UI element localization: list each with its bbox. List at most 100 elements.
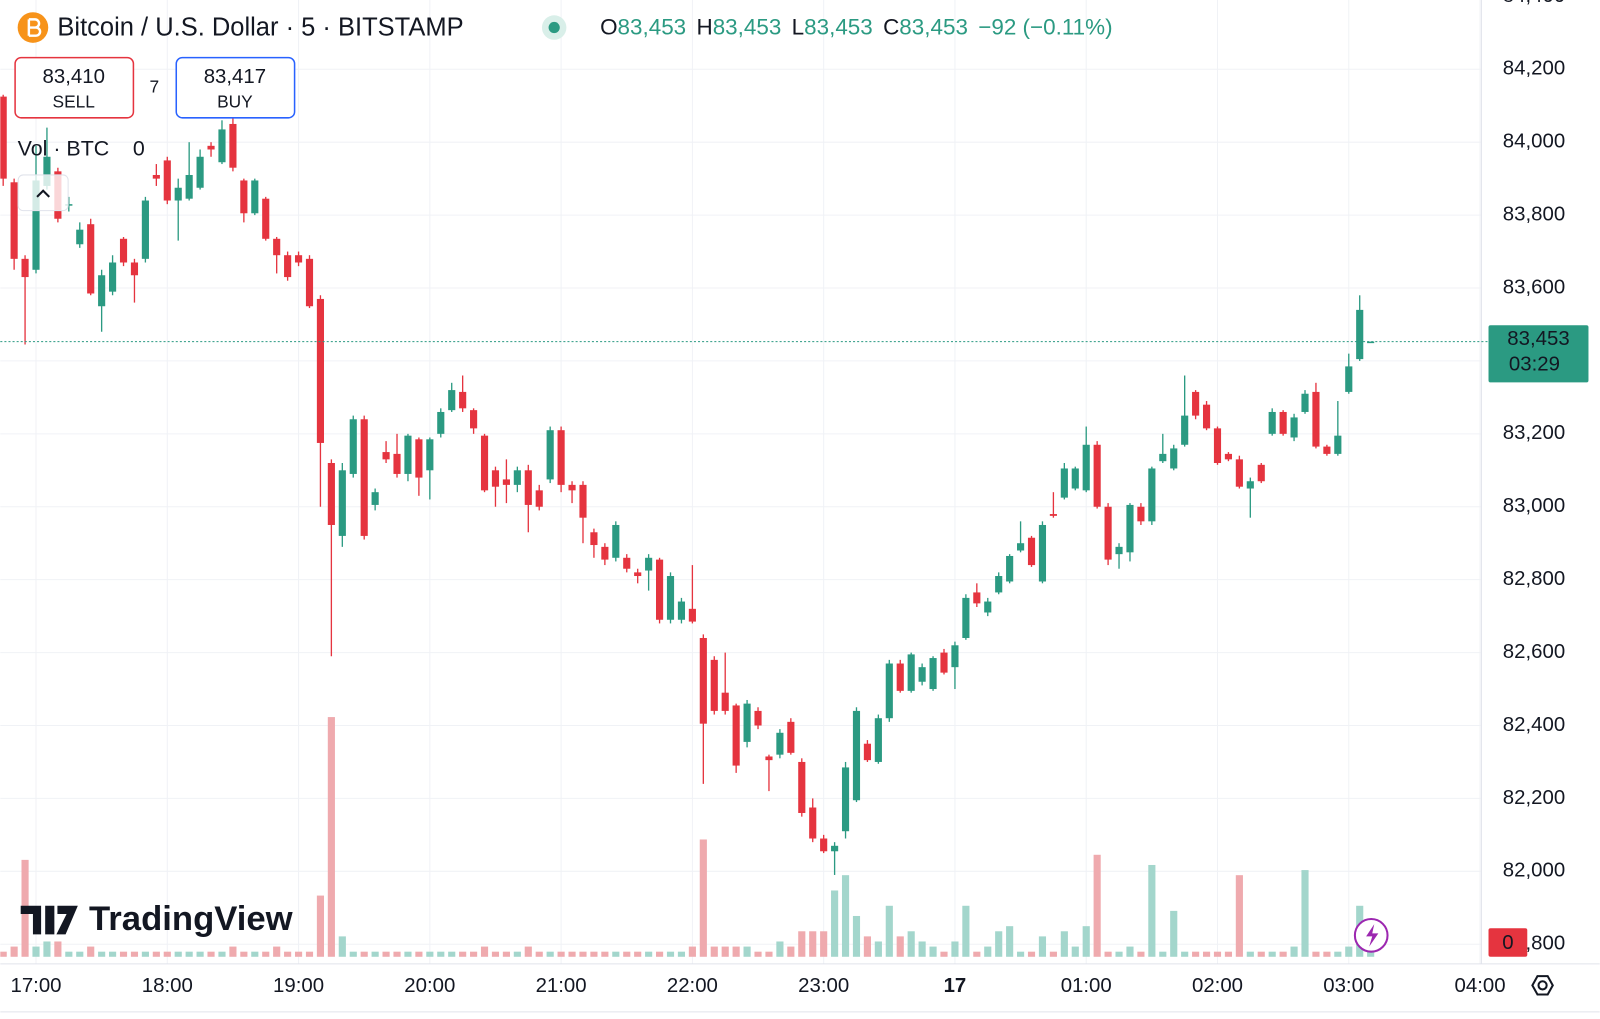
candle-body (43, 156, 51, 186)
candle-body (1027, 537, 1036, 566)
volume-bar (448, 951, 456, 957)
candle-body (1181, 415, 1189, 445)
volume-bar (557, 951, 565, 957)
volume-bar (1170, 910, 1178, 957)
candle-body (666, 576, 675, 620)
candle-body (710, 659, 718, 711)
candle-body (524, 470, 532, 505)
candle-body (787, 721, 795, 753)
candle-body (109, 262, 117, 292)
volume-bar (984, 946, 992, 957)
volume-bar (262, 951, 270, 957)
volume-bar (240, 951, 248, 957)
volume-bar (174, 951, 182, 957)
volume-bar (393, 951, 401, 957)
x-tick-label: 04:00 (1455, 975, 1506, 997)
candle-body (1104, 506, 1112, 560)
settings-gear[interactable] (1531, 975, 1554, 996)
ohlc-change: −92 (−0.11%) (978, 14, 1112, 39)
volume-bar (109, 951, 117, 957)
x-tick-label: 22:00 (667, 975, 718, 997)
y-tick-label: 82,600 (1503, 641, 1565, 663)
candle-body (776, 732, 784, 755)
volume-bar (776, 941, 784, 957)
candle-body (1202, 404, 1211, 429)
y-tick-label: 83,200 (1503, 422, 1565, 444)
candle-body (896, 663, 904, 691)
volume-bar (87, 946, 95, 957)
candle-body (841, 767, 850, 832)
volume-bar (327, 717, 335, 957)
candle-body (1279, 411, 1287, 434)
buy-button-box[interactable] (175, 56, 296, 119)
candle-body (21, 258, 29, 278)
collapse-box[interactable] (17, 174, 69, 212)
candle-body (831, 845, 839, 852)
candle-body (1082, 444, 1090, 491)
y-tick-label: 84,400 (1503, 0, 1565, 7)
volume-bar (459, 951, 467, 957)
settings-button[interactable] (1531, 975, 1554, 996)
collapse-button[interactable] (17, 174, 69, 212)
volume-bar (1345, 946, 1353, 957)
volume-bar (962, 905, 970, 957)
x-tick-label: 20:00 (404, 975, 455, 997)
candle-body (1038, 524, 1047, 582)
candle-body (305, 258, 314, 307)
volume-bar (885, 905, 893, 957)
volume-bar (1323, 951, 1331, 957)
candle-body (1290, 417, 1298, 438)
volume-bar (1006, 926, 1014, 957)
volume-bar (513, 951, 521, 957)
candle-body (557, 430, 565, 485)
x-tick-label: 02:00 (1192, 975, 1243, 997)
volume-bar (645, 951, 653, 957)
candle-body (579, 484, 587, 518)
candle-body (163, 160, 171, 201)
candle-body (448, 390, 456, 411)
candle-body (32, 180, 40, 270)
candle-body (1301, 393, 1309, 412)
volume-bar (1224, 951, 1233, 957)
buy-button[interactable]: 83,417 BUY (175, 56, 296, 119)
candle-body (338, 470, 346, 536)
volume-bar (1027, 951, 1036, 957)
volume-bar (426, 951, 434, 957)
sell-button-box[interactable] (14, 56, 135, 119)
volume-bar (0, 951, 7, 957)
candle-body (798, 761, 806, 813)
candle-body (1115, 546, 1123, 555)
assistant-bolt (1366, 924, 1379, 947)
volume-bar (1115, 951, 1123, 957)
candle-body (929, 658, 937, 690)
candle-body (262, 198, 270, 239)
volume-bar (1268, 951, 1276, 957)
candle-body (382, 452, 390, 460)
candle-body (141, 200, 149, 259)
volume-badge (1488, 928, 1528, 957)
last-price-badge (1488, 325, 1589, 383)
volume-bar (754, 951, 762, 957)
volume-bar (1137, 951, 1145, 957)
candle-body (185, 174, 193, 199)
volume-bar (1148, 864, 1156, 957)
y-tick-label: 84,000 (1503, 131, 1565, 153)
volume-pane (0, 717, 1375, 957)
volume-bar (765, 951, 773, 957)
volume-bar (929, 946, 937, 957)
y-tick-label: 82,800 (1503, 568, 1565, 590)
symbol-title: Bitcoin / U.S. Dollar · 5 · BITSTAMP (57, 13, 463, 41)
volume-bar (579, 951, 587, 957)
candle-body (218, 129, 226, 163)
sell-button[interactable]: 83,410 SELL (14, 56, 135, 119)
volume-bar (995, 931, 1003, 957)
candle-body (951, 645, 959, 668)
volume-bar (415, 951, 423, 957)
volume-bar (502, 951, 510, 957)
volume-bar (1038, 936, 1047, 957)
volume-bar (1290, 946, 1298, 957)
ohlc-key: O (600, 14, 617, 39)
volume-bar (568, 951, 576, 957)
logo-text: TradingView (89, 900, 294, 938)
